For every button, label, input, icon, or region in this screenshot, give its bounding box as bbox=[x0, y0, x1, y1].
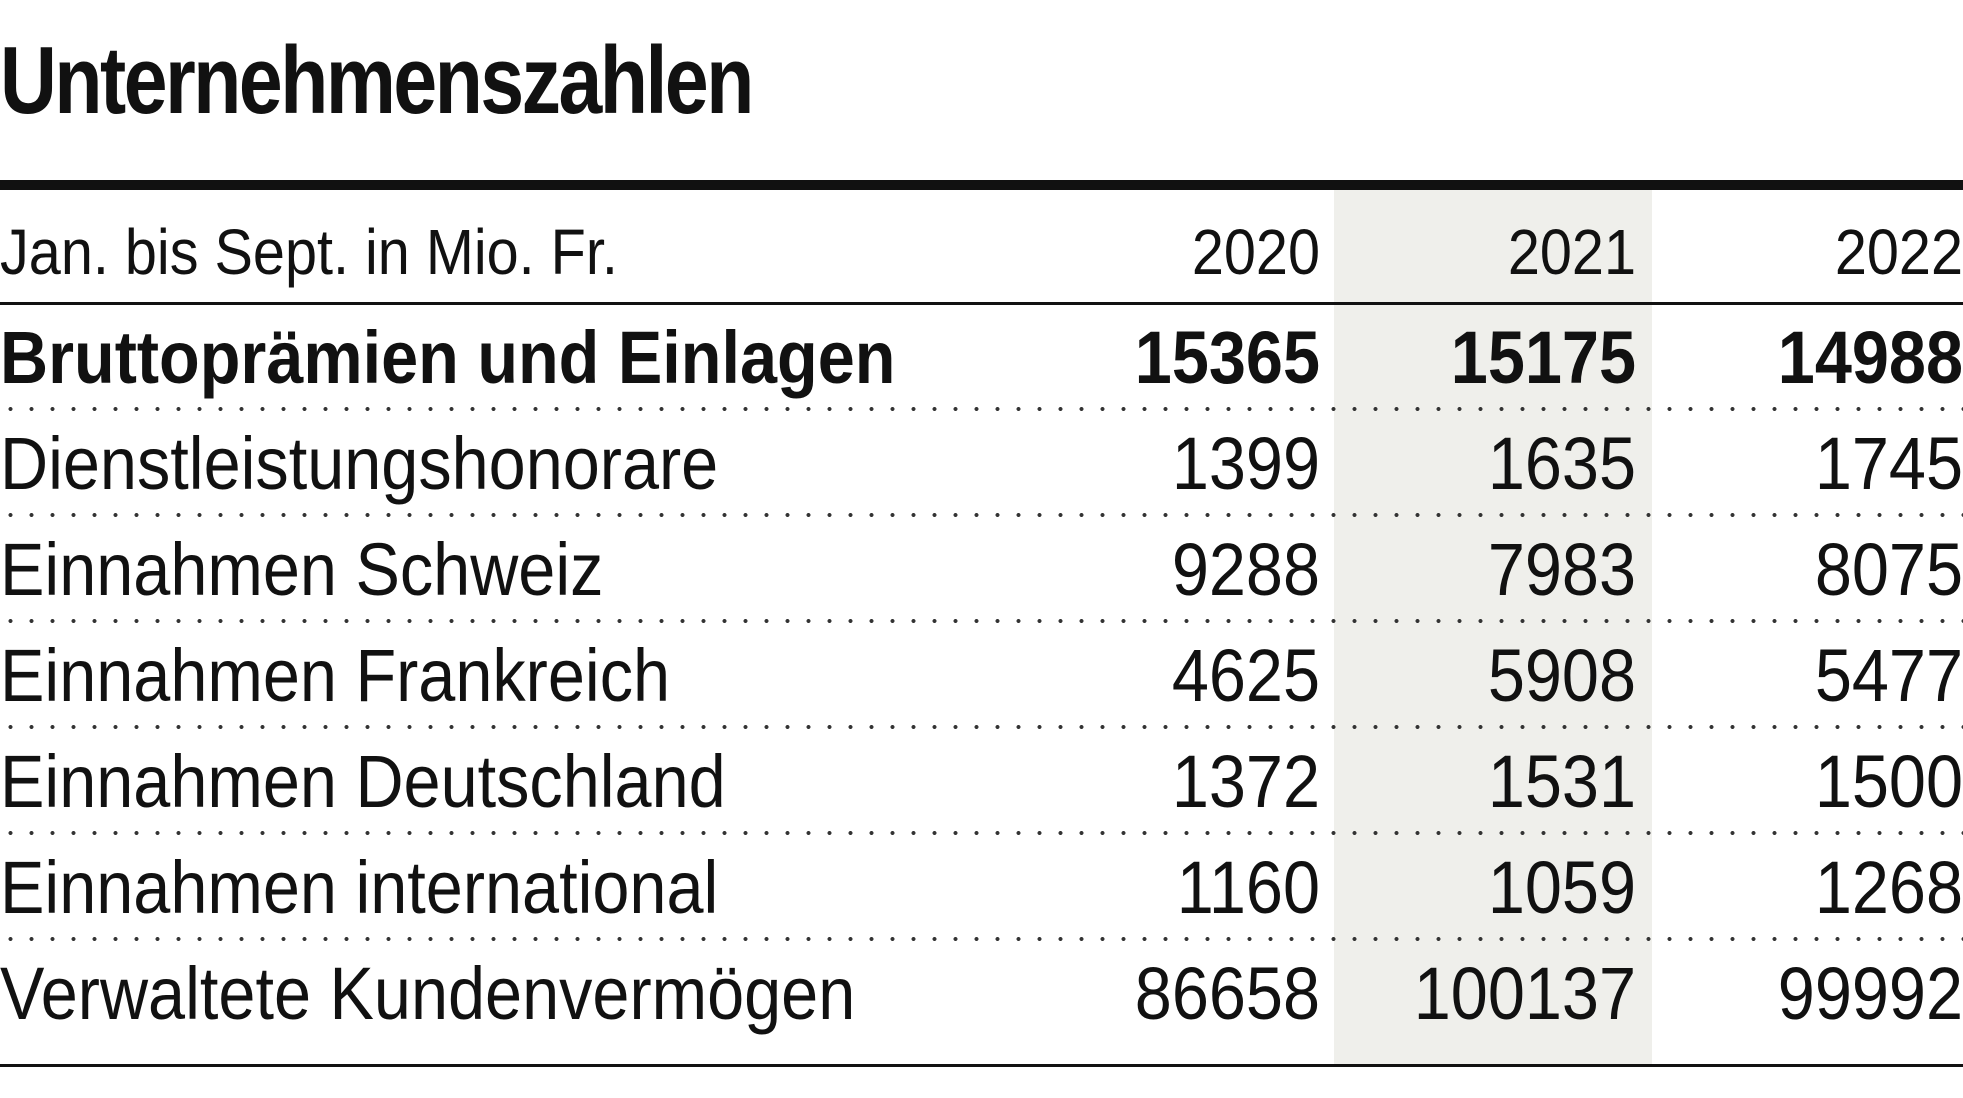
table-row: Dienstleistungshonorare 1399 1635 1745 bbox=[0, 411, 1963, 517]
value-cell-2022: 8075 bbox=[1814, 528, 1963, 611]
column-header-2021: 2021 bbox=[1507, 216, 1636, 288]
value-cell-2021: 15175 bbox=[1450, 316, 1636, 399]
value-cell-2020: 4625 bbox=[1171, 634, 1320, 717]
bottom-rule bbox=[0, 1064, 1963, 1067]
header-label: Jan. bis Sept. in Mio. Fr. bbox=[0, 216, 618, 288]
value-cell-2021: 100137 bbox=[1413, 952, 1636, 1035]
value-cell-2020: 1160 bbox=[1176, 846, 1320, 929]
value-cell-2021: 1531 bbox=[1487, 740, 1636, 823]
value-cell-2022: 1745 bbox=[1814, 422, 1963, 505]
table-row: Verwaltete Kundenvermögen 86658 100137 9999… bbox=[0, 941, 1963, 1047]
table-row: Einnahmen Frankreich 4625 5908 5477 bbox=[0, 623, 1963, 729]
column-header-2020: 2020 bbox=[1191, 216, 1320, 288]
table-header-row: Jan. bis Sept. in Mio. Fr. 2020 2021 202… bbox=[0, 202, 1963, 302]
row-label: Bruttoprämien und Einlagen bbox=[0, 316, 896, 399]
chart-title: Unternehmenszahlen bbox=[0, 27, 754, 134]
value-cell-2020: 1399 bbox=[1171, 422, 1320, 505]
value-cell-2021: 7983 bbox=[1487, 528, 1636, 611]
table-row: Einnahmen Schweiz 9288 7983 8075 bbox=[0, 517, 1963, 623]
row-label: Einnahmen international bbox=[0, 846, 719, 929]
value-cell-2021: 5908 bbox=[1487, 634, 1636, 717]
value-cell-2020: 15365 bbox=[1134, 316, 1320, 399]
value-cell-2022: 1500 bbox=[1814, 740, 1963, 823]
value-cell-2022: 99992 bbox=[1777, 952, 1963, 1035]
row-label: Dienstleistungshonorare bbox=[0, 422, 719, 505]
value-cell-2021: 1635 bbox=[1487, 422, 1636, 505]
highlight-column-2021 bbox=[1334, 190, 1652, 1066]
value-cell-2022: 5477 bbox=[1814, 634, 1963, 717]
top-rule bbox=[0, 180, 1963, 190]
value-cell-2022: 14988 bbox=[1777, 316, 1963, 399]
row-label: Einnahmen Schweiz bbox=[0, 528, 604, 611]
value-cell-2022: 1268 bbox=[1814, 846, 1963, 929]
value-cell-2020: 9288 bbox=[1171, 528, 1320, 611]
row-label: Einnahmen Deutschland bbox=[0, 740, 726, 823]
value-cell-2020: 86658 bbox=[1134, 952, 1320, 1035]
table-row: Bruttoprämien und Einlagen 15365 15175 1498… bbox=[0, 305, 1963, 411]
value-cell-2020: 1372 bbox=[1171, 740, 1320, 823]
value-cell-2021: 1059 bbox=[1487, 846, 1636, 929]
row-label: Verwaltete Kundenvermögen bbox=[0, 952, 856, 1035]
column-header-2022: 2022 bbox=[1834, 216, 1963, 288]
table-row: Einnahmen Deutschland 1372 1531 1500 bbox=[0, 729, 1963, 835]
table-row: Einnahmen international 1160 1059 1268 bbox=[0, 835, 1963, 941]
row-label: Einnahmen Frankreich bbox=[0, 634, 671, 717]
header-rule bbox=[0, 302, 1963, 305]
